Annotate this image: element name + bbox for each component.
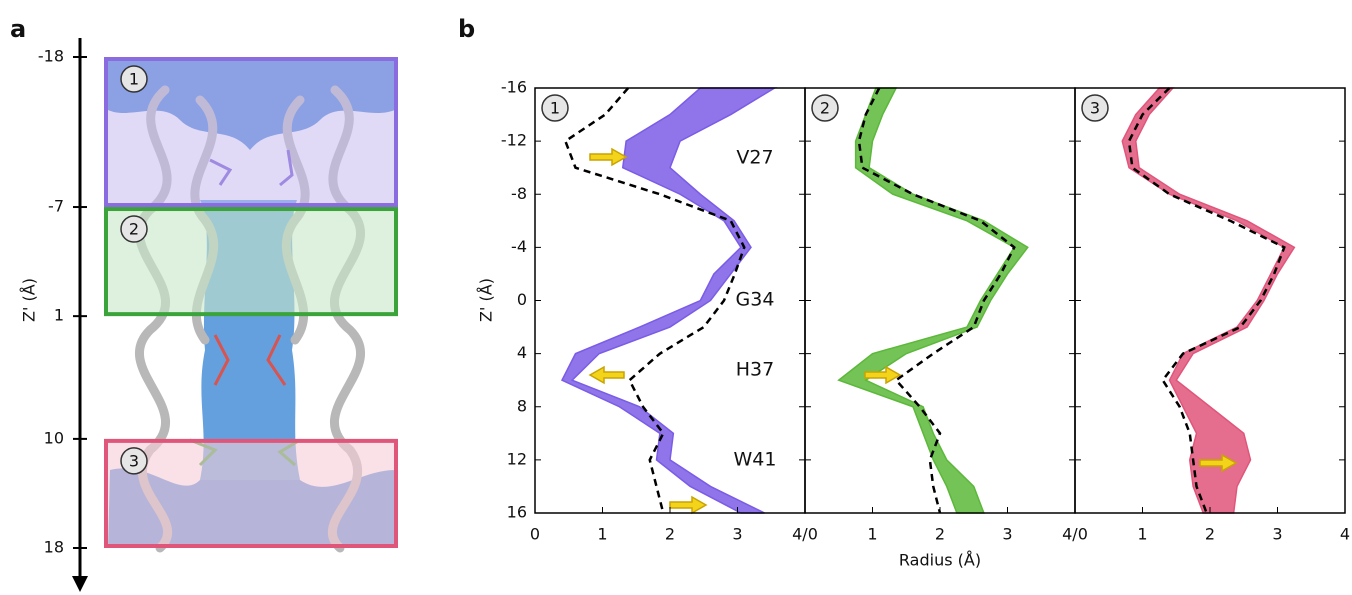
region-box (104, 207, 398, 317)
region-badge (120, 447, 148, 475)
radius-band (1121, 87, 1296, 514)
panel-label: a (10, 15, 26, 43)
x-tick-label: 4 (1340, 525, 1350, 544)
region-label: 2 (129, 220, 139, 239)
radius-line (857, 87, 1016, 514)
region-box (104, 438, 398, 548)
y-tick-label: 18 (44, 538, 64, 557)
x-tick-label: 1 (867, 525, 877, 544)
x-tick-label: 4/0 (1062, 525, 1088, 544)
x-tick-label: 3 (732, 525, 742, 544)
region-badge (120, 215, 148, 243)
radius-line (563, 87, 746, 514)
x-tick-label: 3 (1272, 525, 1282, 544)
panel-label: b (458, 15, 475, 43)
x-tick-label: 4/0 (792, 525, 818, 544)
region-label: 1 (129, 70, 139, 89)
x-tick-label: 0 (530, 525, 540, 544)
y-tick-label: -12 (501, 131, 527, 150)
y-tick-label: 10 (44, 428, 64, 447)
x-tick-label: 2 (665, 525, 675, 544)
axis-arrow (72, 576, 88, 592)
residue-label: W41 (734, 449, 777, 471)
x-tick-label: 1 (1137, 525, 1147, 544)
panel-badge (1081, 94, 1109, 122)
x-tick-label: 2 (1205, 525, 1215, 544)
y-tick-label: -16 (501, 78, 527, 97)
axis-label: Z' (Å) (20, 278, 39, 322)
panel-badge (811, 94, 839, 122)
y-tick-label: 8 (517, 396, 527, 415)
y-tick-label: -7 (48, 197, 64, 216)
y-tick-label: -18 (38, 47, 64, 66)
region-box (104, 57, 398, 208)
region-badge (120, 65, 148, 93)
x-tick-label: 2 (935, 525, 945, 544)
y-axis-label: Z' (Å) (477, 278, 496, 322)
y-tick-label: 1 (54, 306, 64, 325)
panel-badge-label: 2 (820, 99, 830, 118)
x-tick-label: 1 (597, 525, 607, 544)
y-tick-label: 16 (507, 503, 527, 522)
y-tick-label: 4 (517, 343, 527, 362)
region-label: 3 (129, 451, 139, 470)
panel-badge-label: 1 (550, 99, 560, 118)
y-tick-label: 12 (507, 449, 527, 468)
radius-band (837, 87, 1029, 514)
radius-line (1127, 87, 1286, 514)
y-tick-label: 0 (517, 290, 527, 309)
residue-label: V27 (736, 147, 773, 169)
x-axis-label: Radius (Å) (899, 551, 981, 570)
residue-label: G34 (736, 289, 775, 311)
y-tick-label: -8 (511, 184, 527, 203)
panel-badge (541, 94, 569, 122)
panel-badge-label: 3 (1090, 99, 1100, 118)
x-tick-label: 3 (1002, 525, 1012, 544)
y-tick-label: -4 (511, 237, 527, 256)
arrow-annotations (588, 147, 1238, 515)
residue-label: H37 (736, 359, 774, 381)
